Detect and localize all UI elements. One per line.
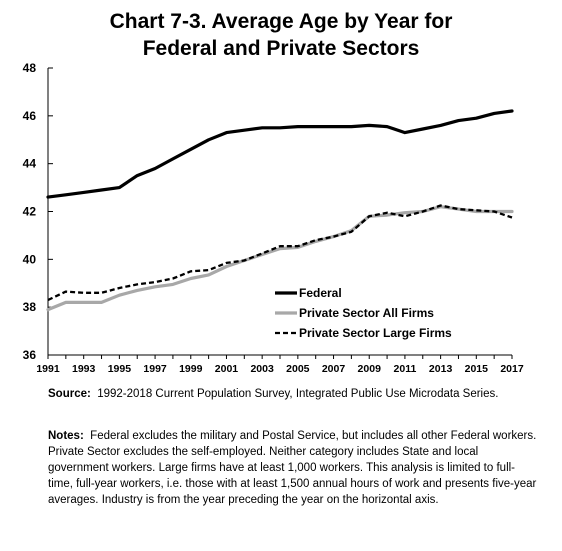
source-note: Source: 1992-2018 Current Population Sur… xyxy=(48,386,538,402)
legend-label-2: Private Sector All Firms xyxy=(299,306,434,320)
y-tick-label: 46 xyxy=(23,109,37,123)
y-tick-label: 48 xyxy=(23,61,37,75)
series-line-3 xyxy=(47,204,513,302)
x-tick-label: 2007 xyxy=(322,363,346,375)
x-tick-label: 1991 xyxy=(36,363,60,375)
x-tick-label: 1999 xyxy=(179,363,203,375)
y-tick-label: 38 xyxy=(23,300,37,314)
notes-paragraph: Notes: Federal excludes the military and… xyxy=(48,428,538,508)
x-tick-label: 2015 xyxy=(465,363,489,375)
x-tick-label: 2003 xyxy=(250,363,274,375)
x-tick-label: 1997 xyxy=(143,363,167,375)
x-tick-label: 2009 xyxy=(358,363,382,375)
chart-title-line1: Chart 7-3. Average Age by Year for xyxy=(109,10,453,33)
x-tick-label: 1995 xyxy=(108,363,132,375)
chart-title-line2: Federal and Private Sectors xyxy=(142,37,420,60)
notes-label: Notes: xyxy=(48,430,84,442)
x-tick-label: 1993 xyxy=(72,363,96,375)
x-tick-label: 2013 xyxy=(429,363,453,375)
source-label: Source: xyxy=(48,388,91,400)
chart-title: Chart 7-3. Average Age by Year for Feder… xyxy=(0,8,562,62)
y-tick-label: 36 xyxy=(23,348,37,362)
legend-label-1: Federal xyxy=(299,286,342,300)
x-tick-label: 2005 xyxy=(286,363,310,375)
y-tick-label: 44 xyxy=(23,157,37,171)
series-line-2 xyxy=(46,205,514,312)
notes-text: Federal excludes the military and Postal… xyxy=(48,430,537,506)
legend-label-3: Private Sector Large Firms xyxy=(299,326,452,340)
x-tick-label: 2001 xyxy=(215,363,239,375)
x-tick-label: 2017 xyxy=(500,363,524,375)
source-text: 1992-2018 Current Population Survey, Int… xyxy=(97,388,499,400)
x-tick-label: 2011 xyxy=(394,363,417,375)
y-tick-label: 42 xyxy=(23,205,37,219)
y-tick-label: 40 xyxy=(23,252,37,266)
series-line-1 xyxy=(46,109,514,199)
